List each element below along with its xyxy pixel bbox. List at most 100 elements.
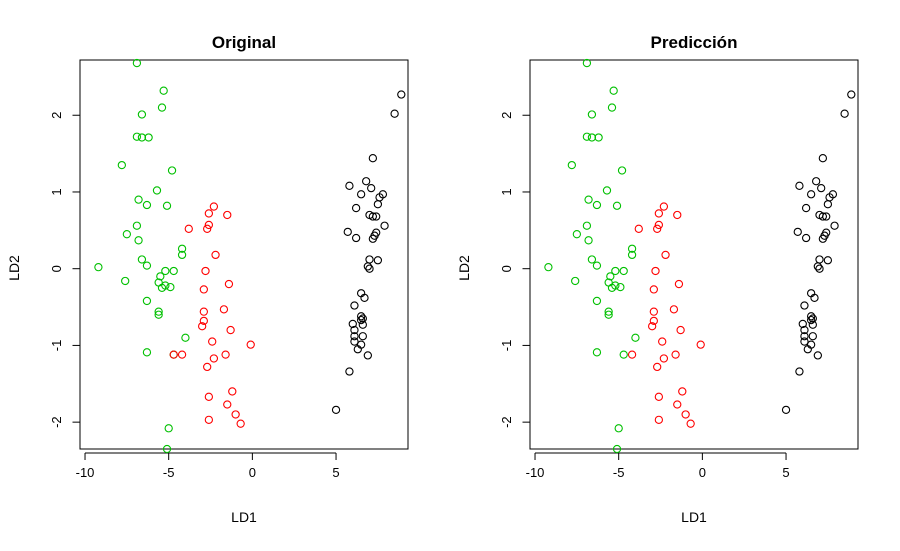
data-point (808, 314, 817, 323)
data-point (350, 325, 359, 335)
data-point (654, 209, 664, 218)
data-point (582, 58, 592, 68)
data-point (801, 233, 811, 243)
data-point (223, 210, 232, 220)
data-point (363, 262, 372, 271)
data-point (203, 362, 212, 372)
data-point (582, 221, 592, 230)
data-point (161, 266, 170, 276)
data-point (132, 58, 142, 68)
data-point (162, 444, 172, 454)
data-point (631, 333, 640, 342)
data-point (343, 227, 352, 237)
data-point (651, 266, 660, 276)
data-point (209, 354, 219, 363)
data-point (152, 186, 162, 195)
data-point (358, 320, 367, 329)
x-tick-label: 5 (782, 465, 789, 480)
data-point (360, 293, 369, 303)
data-point (177, 350, 187, 359)
data-point (144, 133, 153, 142)
data-point (815, 264, 824, 273)
data-point (795, 367, 804, 376)
data-point (611, 266, 620, 276)
data-point (681, 410, 690, 419)
data-point (592, 348, 602, 357)
data-point (544, 263, 553, 272)
data-point (617, 166, 627, 175)
x-tick-label: 0 (249, 465, 256, 480)
data-point (380, 221, 389, 230)
data-point (658, 337, 667, 346)
data-point (350, 337, 359, 346)
data-point (356, 190, 366, 199)
data-point (198, 322, 207, 331)
data-point (208, 337, 217, 346)
data-point (209, 202, 219, 211)
data-point (806, 312, 816, 321)
y-axis-label: LD2 (6, 255, 22, 281)
x-axis-label: LD1 (231, 509, 257, 525)
data-point (156, 272, 165, 281)
data-point (142, 296, 152, 306)
data-point (674, 279, 684, 289)
data-point (94, 263, 103, 272)
data-point (661, 250, 670, 260)
data-point (823, 256, 833, 265)
data-point (649, 316, 658, 326)
data-point (609, 86, 618, 95)
data-point (211, 250, 220, 260)
data-point (204, 392, 214, 401)
data-point (669, 305, 679, 314)
data-point (686, 419, 695, 428)
data-point (142, 200, 152, 210)
data-point (806, 315, 816, 325)
data-point (627, 250, 637, 260)
data-point (648, 322, 657, 331)
y-tick-label: -1 (49, 340, 64, 352)
data-point (162, 201, 172, 210)
y-tick-label: 0 (49, 265, 64, 272)
data-point (224, 279, 234, 289)
plot-frame (79, 59, 409, 450)
data-point (199, 285, 208, 294)
data-point (840, 109, 849, 118)
data-point (231, 410, 240, 419)
data-point (627, 350, 637, 359)
data-point (350, 301, 359, 310)
data-point (567, 160, 576, 170)
data-point (169, 266, 178, 276)
data-point (818, 212, 828, 221)
data-point (584, 236, 593, 245)
data-point (818, 234, 828, 243)
data-point (353, 345, 362, 354)
data-point (350, 332, 359, 341)
data-point (204, 209, 214, 218)
data-point (830, 221, 839, 230)
data-point (157, 103, 167, 112)
data-point (571, 276, 580, 286)
data-point (604, 307, 613, 316)
data-point (154, 307, 163, 316)
data-point (345, 181, 354, 190)
x-tick-label: -10 (526, 465, 545, 480)
data-point (676, 325, 685, 335)
data-point (358, 332, 367, 341)
data-point (236, 419, 245, 428)
data-point (592, 200, 602, 210)
data-point (122, 230, 132, 239)
y-tick-label: 2 (499, 112, 514, 119)
data-point (137, 255, 147, 264)
plot-frame (529, 59, 859, 450)
data-point (800, 325, 809, 335)
x-tick-label: -10 (76, 465, 95, 480)
data-point (594, 133, 603, 142)
data-point (134, 236, 143, 245)
data-point (612, 201, 622, 210)
